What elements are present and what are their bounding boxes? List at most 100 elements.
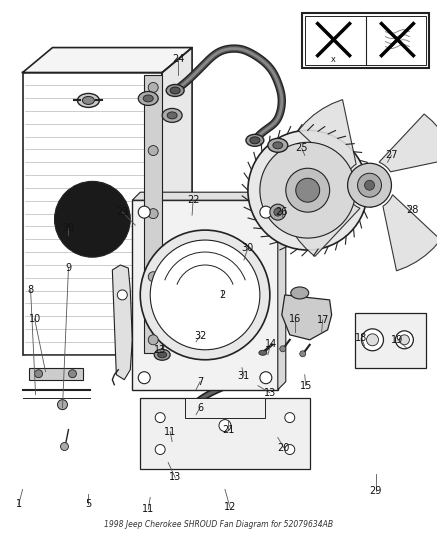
Text: 2: 2 [219, 290, 225, 300]
Circle shape [300, 351, 306, 357]
Ellipse shape [367, 334, 378, 346]
Text: 13: 13 [154, 345, 166, 355]
Text: 31: 31 [238, 371, 250, 381]
Text: 19: 19 [391, 335, 403, 345]
Ellipse shape [291, 287, 309, 299]
Bar [185, 398, 265, 417]
Text: 30: 30 [242, 243, 254, 253]
Circle shape [260, 372, 272, 384]
Text: 26: 26 [276, 207, 288, 217]
Text: 10: 10 [28, 314, 41, 324]
Circle shape [138, 372, 150, 384]
Circle shape [274, 208, 282, 216]
Circle shape [260, 142, 356, 238]
Text: 17: 17 [317, 315, 329, 325]
Circle shape [148, 272, 158, 282]
Text: 9: 9 [65, 263, 71, 273]
Ellipse shape [143, 95, 153, 102]
Text: 6: 6 [197, 402, 203, 413]
Ellipse shape [245, 305, 254, 311]
Circle shape [357, 173, 381, 197]
Polygon shape [112, 265, 132, 379]
Ellipse shape [242, 302, 258, 313]
Text: 16: 16 [289, 314, 301, 324]
Circle shape [364, 180, 374, 190]
Ellipse shape [399, 335, 410, 345]
Circle shape [285, 413, 295, 423]
Circle shape [280, 346, 286, 352]
Circle shape [60, 442, 68, 450]
Circle shape [148, 335, 158, 345]
Ellipse shape [82, 96, 95, 104]
Ellipse shape [246, 134, 264, 147]
Text: 14: 14 [265, 339, 277, 349]
Circle shape [117, 290, 127, 300]
Bar [28, 368, 83, 379]
Polygon shape [200, 268, 262, 300]
Text: 29: 29 [369, 487, 381, 496]
Polygon shape [298, 100, 356, 176]
Polygon shape [379, 114, 438, 172]
Bar [355, 313, 426, 368]
Circle shape [270, 204, 286, 220]
Circle shape [148, 83, 158, 92]
Text: 30: 30 [62, 223, 74, 233]
Text: 22: 22 [187, 195, 199, 205]
Text: 21: 21 [222, 425, 234, 434]
Text: 1998 Jeep Cherokee SHROUD Fan Diagram for 52079634AB: 1998 Jeep Cherokee SHROUD Fan Diagram fo… [104, 520, 334, 529]
Ellipse shape [154, 349, 170, 360]
Circle shape [296, 178, 320, 202]
Circle shape [57, 400, 67, 410]
Ellipse shape [138, 92, 158, 106]
Text: 11: 11 [142, 504, 154, 514]
Text: 23: 23 [116, 207, 128, 217]
Text: 27: 27 [385, 150, 398, 160]
Bar [302, 13, 429, 68]
Ellipse shape [259, 350, 267, 356]
Circle shape [348, 163, 392, 207]
Text: 13: 13 [264, 387, 276, 398]
Polygon shape [162, 47, 192, 355]
Polygon shape [284, 199, 360, 256]
Circle shape [285, 445, 295, 455]
Text: 1: 1 [16, 499, 22, 510]
Circle shape [155, 445, 165, 455]
Ellipse shape [54, 181, 130, 257]
Ellipse shape [170, 87, 180, 94]
Polygon shape [23, 47, 192, 72]
Circle shape [219, 419, 231, 432]
Text: 15: 15 [300, 381, 312, 391]
Text: 5: 5 [85, 499, 92, 510]
Ellipse shape [361, 329, 384, 351]
Circle shape [248, 131, 367, 250]
Circle shape [138, 206, 150, 218]
Ellipse shape [167, 112, 177, 119]
Circle shape [260, 206, 272, 218]
Bar [305, 15, 426, 64]
Text: 25: 25 [296, 143, 308, 154]
Text: 12: 12 [224, 503, 236, 512]
Ellipse shape [162, 108, 182, 123]
Text: 24: 24 [172, 53, 184, 63]
Polygon shape [282, 295, 332, 340]
Circle shape [68, 370, 77, 378]
Circle shape [148, 146, 158, 156]
Bar [140, 398, 310, 470]
Ellipse shape [78, 93, 99, 108]
Ellipse shape [273, 142, 283, 149]
Ellipse shape [396, 331, 413, 349]
Text: 28: 28 [406, 205, 419, 215]
Text: 11: 11 [164, 426, 176, 437]
Text: 7: 7 [197, 377, 203, 387]
Circle shape [35, 370, 42, 378]
Bar [132, 200, 278, 390]
Polygon shape [383, 195, 438, 271]
Ellipse shape [250, 137, 260, 144]
Circle shape [140, 230, 270, 360]
Circle shape [148, 208, 158, 219]
Circle shape [240, 263, 248, 271]
Circle shape [286, 168, 330, 212]
Text: 13: 13 [169, 472, 181, 482]
Circle shape [150, 240, 260, 350]
Text: X: X [331, 56, 336, 62]
